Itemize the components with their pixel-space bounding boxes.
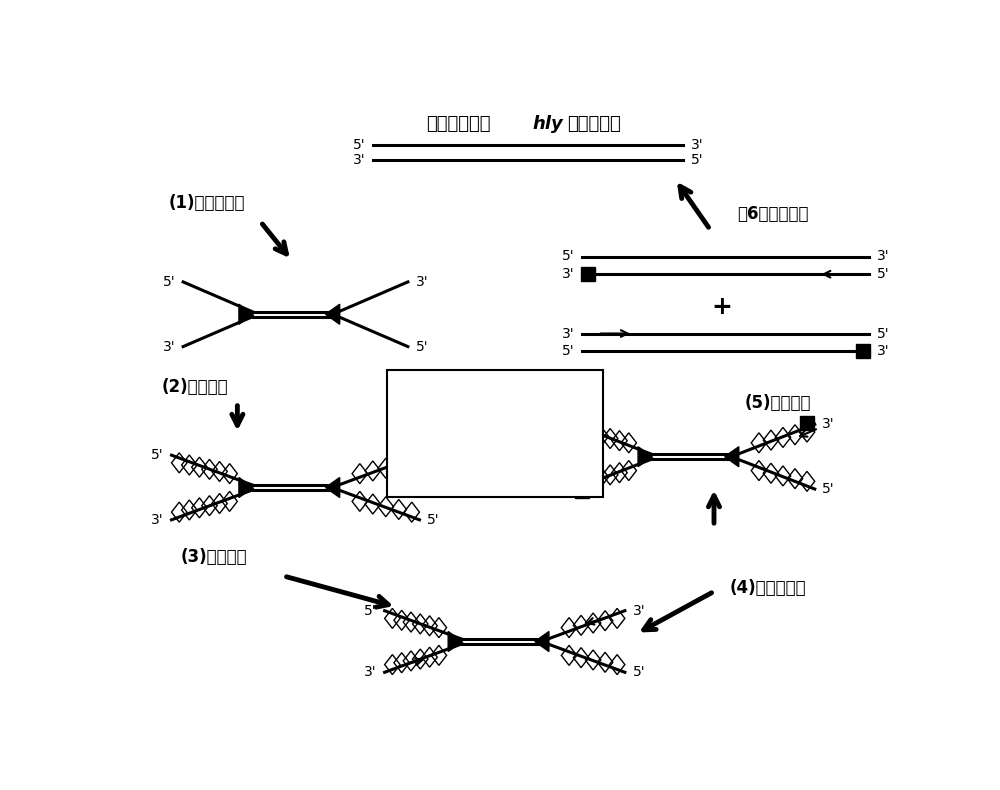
Polygon shape [406, 446, 418, 458]
Text: ：DNA单链结合蛋白: ：DNA单链结合蛋白 [421, 416, 518, 431]
Polygon shape [800, 416, 814, 430]
Text: hly: hly [532, 115, 563, 133]
Text: 5': 5' [353, 137, 365, 152]
Text: (3)引物结合: (3)引物结合 [181, 547, 247, 566]
Polygon shape [575, 483, 589, 498]
Text: 基因靶序列: 基因靶序列 [567, 115, 621, 133]
Text: (5)合成新链: (5)合成新链 [745, 393, 812, 412]
Text: 3': 3' [877, 250, 889, 264]
Text: 3': 3' [691, 137, 703, 152]
Text: ：引物: ：引物 [421, 474, 448, 489]
Text: 5': 5' [822, 482, 835, 496]
Text: 3': 3' [633, 604, 645, 618]
Polygon shape [407, 385, 419, 402]
Text: 3': 3' [427, 448, 440, 462]
Polygon shape [239, 304, 253, 324]
Text: (2)稳定单链: (2)稳定单链 [161, 378, 228, 397]
Text: 5': 5' [633, 665, 645, 679]
Text: 5': 5' [416, 340, 428, 354]
Text: 5': 5' [151, 448, 164, 462]
Polygon shape [448, 631, 462, 652]
Text: 5': 5' [427, 513, 440, 527]
Polygon shape [535, 631, 549, 652]
Polygon shape [638, 446, 652, 467]
Text: 5': 5' [691, 153, 703, 167]
Text: 3': 3' [822, 417, 835, 431]
Text: 5': 5' [554, 417, 567, 431]
Text: ：DNA解旋酶: ：DNA解旋酶 [421, 386, 491, 401]
Polygon shape [581, 267, 595, 281]
Text: +: + [711, 295, 732, 318]
Polygon shape [856, 344, 870, 358]
Text: 3': 3' [877, 344, 889, 358]
Text: 5': 5' [562, 344, 575, 358]
Text: 3': 3' [364, 665, 377, 679]
Text: 5': 5' [877, 326, 889, 340]
Text: 单增李斯特菌: 单增李斯特菌 [426, 115, 490, 133]
Text: 3': 3' [353, 153, 365, 167]
Text: 5': 5' [877, 267, 889, 281]
Text: 3': 3' [562, 267, 575, 281]
Text: ：DNA聚合酶: ：DNA聚合酶 [421, 445, 491, 460]
Polygon shape [725, 446, 739, 467]
Text: 5': 5' [562, 250, 575, 264]
Text: 3': 3' [562, 326, 575, 340]
Text: 5': 5' [364, 604, 377, 618]
Text: 3': 3' [151, 513, 164, 527]
Text: 3': 3' [554, 482, 567, 496]
Polygon shape [326, 477, 340, 498]
Text: (4)聚合酶结合: (4)聚合酶结合 [730, 578, 806, 596]
Text: （6）循环扩增: （6）循环扩增 [737, 205, 809, 223]
Polygon shape [239, 477, 253, 498]
Text: 3': 3' [163, 340, 175, 354]
Text: 5': 5' [163, 275, 175, 289]
Text: (1)解旋酶解链: (1)解旋酶解链 [168, 194, 245, 212]
Polygon shape [326, 304, 340, 324]
Text: 3': 3' [416, 275, 428, 289]
FancyBboxPatch shape [387, 371, 603, 497]
